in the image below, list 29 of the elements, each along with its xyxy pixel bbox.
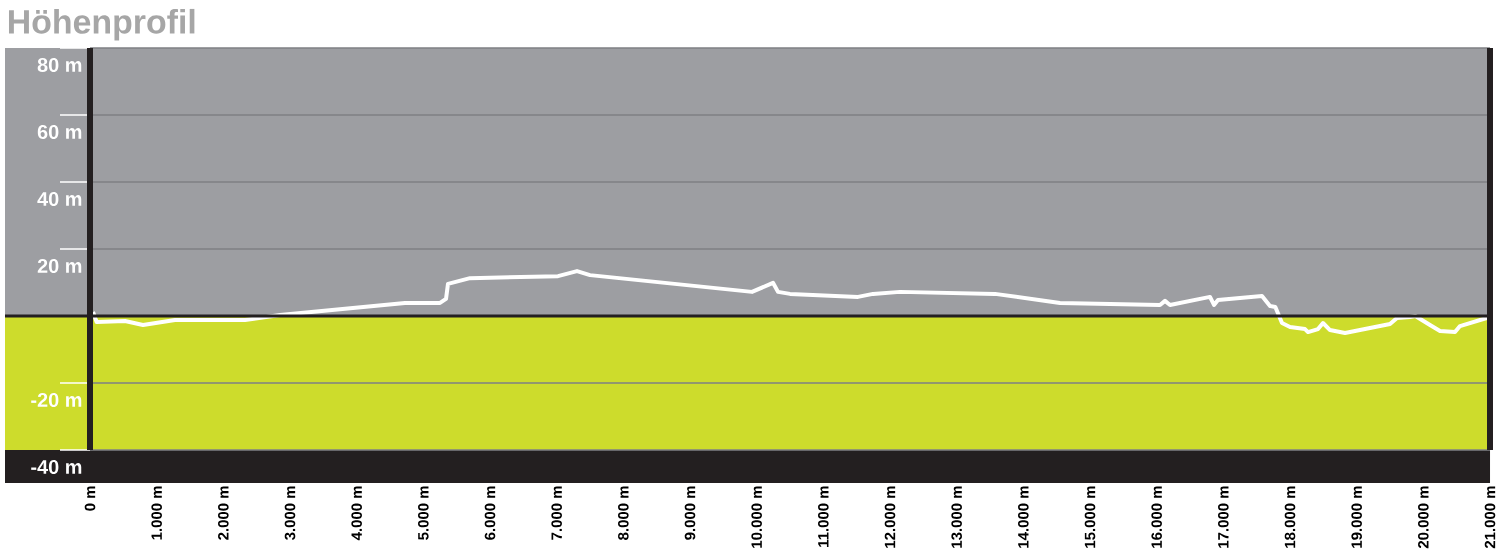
x-tick-label: 9.000 m: [684, 486, 696, 540]
x-tick-label: 14.000 m: [1018, 486, 1029, 548]
x-tick-label: 6.000 m: [484, 486, 496, 540]
x-tick-label: 11.000 m: [818, 486, 829, 547]
y-tick-label: -20 m: [31, 392, 82, 408]
y-tick-label: 60 m: [37, 124, 82, 140]
x-tick-label: 10.000 m: [751, 486, 762, 548]
x-tick-label: 5.000 m: [418, 486, 429, 540]
y-tick-label: 20 m: [37, 258, 82, 274]
x-tick-label: 18.000 m: [1284, 486, 1296, 548]
y-tick-label: 40 m: [37, 191, 82, 207]
x-tick-label: 16.000 m: [1151, 486, 1162, 548]
x-tick-label: 20.000 m: [1418, 486, 1429, 549]
x-tick-label: 4.000 m: [351, 486, 362, 541]
x-tick-label: 21.000 m: [1484, 486, 1496, 549]
x-tick-label: 3.000 m: [284, 486, 296, 541]
x-tick-label: 15.000 m: [1084, 486, 1096, 548]
x-tick-label: 0 m: [84, 486, 96, 511]
x-tick-label: 12.000 m: [884, 486, 896, 548]
chart-title: Höhenprofil: [8, 8, 195, 41]
x-tick-label: 17.000 m: [1218, 486, 1229, 548]
x-tick-label: 19.000 m: [1351, 486, 1362, 548]
x-tick-label: 13.000 m: [951, 486, 962, 548]
x-tick-label: 8.000 m: [618, 486, 629, 540]
x-tick-label: 2.000 m: [218, 486, 229, 540]
x-tick-label: 1.000 m: [151, 486, 162, 540]
y-tick-label: -40 m: [31, 459, 82, 475]
x-tick-label: 7.000 m: [551, 486, 562, 540]
y-tick-label: 80 m: [37, 57, 82, 73]
